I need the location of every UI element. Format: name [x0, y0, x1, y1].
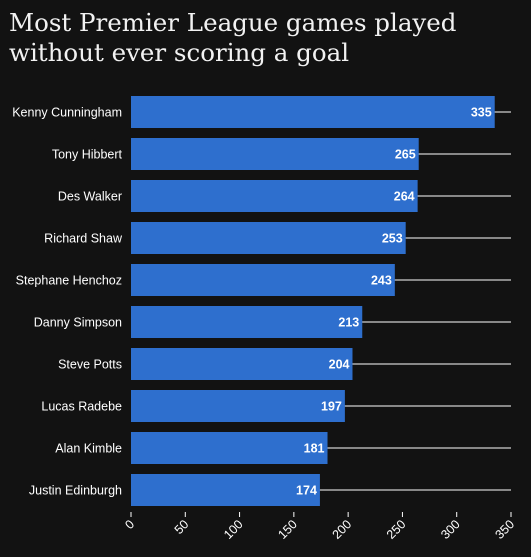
- x-tick-label: 250: [384, 517, 409, 542]
- value-label: 243: [371, 274, 392, 288]
- value-label: 197: [321, 400, 342, 414]
- value-label: 174: [296, 484, 317, 498]
- category-labels: Kenny Cunningham Tony Hibbert Des Walker Ri…: [12, 106, 123, 498]
- x-axis: 0 50 100 150 200 250 300 350: [122, 512, 517, 542]
- bar: [131, 96, 495, 128]
- x-tick-label: 300: [438, 517, 463, 542]
- category-label: Des Walker: [58, 190, 122, 204]
- category-label: Tony Hibbert: [52, 148, 123, 162]
- bar: [131, 432, 328, 464]
- value-label: 204: [329, 358, 350, 372]
- chart-title-line-1: Most Premier League games played: [9, 8, 457, 37]
- bar: [131, 180, 418, 212]
- bar: [131, 306, 363, 338]
- x-tick-label: 100: [221, 517, 246, 542]
- category-label: Justin Edinburgh: [29, 484, 122, 498]
- bar: [131, 222, 406, 254]
- value-label: 335: [471, 106, 492, 120]
- value-label: 253: [382, 232, 403, 246]
- bar: [131, 264, 395, 296]
- category-label: Kenny Cunningham: [12, 106, 122, 120]
- bar: [131, 474, 320, 506]
- bar: [131, 390, 345, 422]
- chart-title-line-2: without ever scoring a goal: [9, 38, 350, 67]
- x-tick-label: 50: [172, 517, 192, 537]
- value-label: 265: [395, 148, 416, 162]
- category-label: Lucas Radebe: [41, 400, 122, 414]
- x-tick-label: 150: [275, 517, 300, 542]
- value-label: 213: [338, 316, 359, 330]
- category-label: Alan Kimble: [55, 442, 122, 456]
- x-tick-label: 0: [122, 517, 137, 532]
- bar: [131, 138, 419, 170]
- value-labels: 335 265 264 253 243 213 204 197 181 174: [296, 106, 492, 498]
- x-tick-label: 350: [492, 517, 517, 542]
- x-tick-label: 200: [330, 517, 355, 542]
- category-label: Richard Shaw: [44, 232, 123, 246]
- category-label: Steve Potts: [58, 358, 122, 372]
- chart-title: Most Premier League games played without…: [9, 8, 524, 68]
- value-label: 181: [304, 442, 325, 456]
- bar: [131, 348, 353, 380]
- category-label: Stephane Henchoz: [16, 274, 122, 288]
- bars: [131, 96, 495, 506]
- value-label: 264: [394, 190, 415, 204]
- category-label: Danny Simpson: [34, 316, 122, 330]
